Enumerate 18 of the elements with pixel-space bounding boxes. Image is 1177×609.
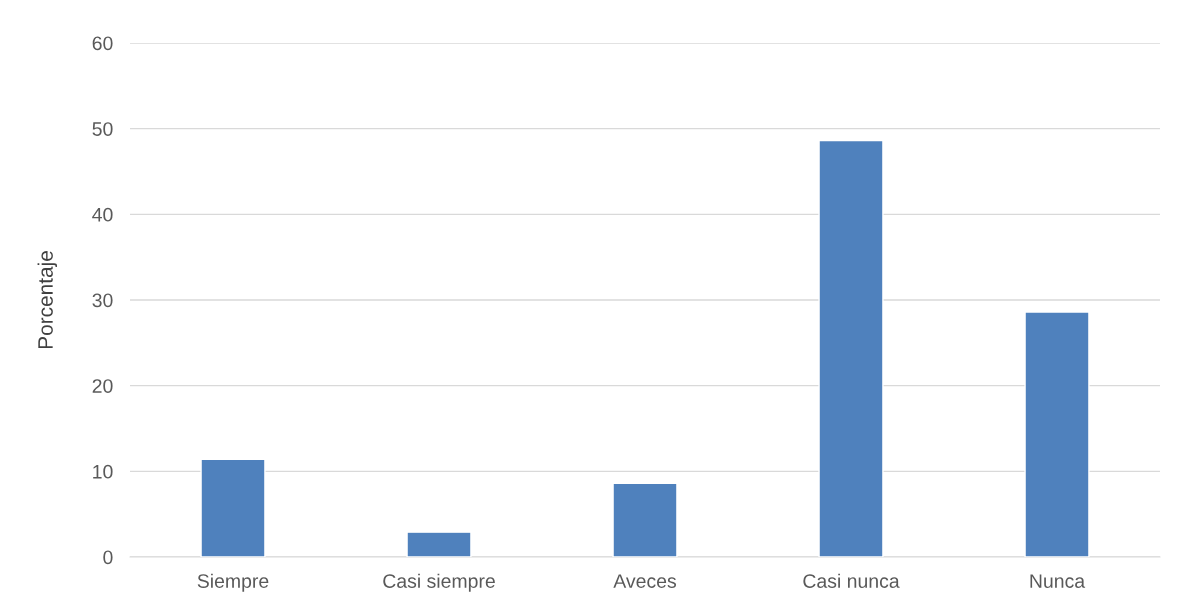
y-tick-label: 60 bbox=[92, 36, 113, 51]
y-tick-label: 40 bbox=[92, 207, 113, 222]
y-tick-label: 10 bbox=[93, 464, 113, 479]
y-tick-label: 30 bbox=[92, 293, 113, 308]
bar bbox=[200, 458, 266, 557]
bar bbox=[406, 531, 472, 557]
x-tick-label: Nunca bbox=[1030, 574, 1086, 588]
x-tick-label: Casi siempre bbox=[383, 573, 495, 592]
y-tick-label: 20 bbox=[92, 379, 113, 393]
x-tick-label: Casi nunca bbox=[803, 573, 900, 588]
bar bbox=[612, 482, 678, 557]
x-tick-label: Aveces bbox=[613, 574, 677, 588]
bar bbox=[818, 139, 884, 557]
y-axis-title: Porcentaje bbox=[37, 251, 57, 349]
x-tick-label: Siempre bbox=[197, 573, 269, 592]
bar bbox=[1024, 311, 1090, 557]
y-tick-label: 0 bbox=[103, 550, 113, 565]
y-tick-label: 50 bbox=[92, 122, 113, 136]
